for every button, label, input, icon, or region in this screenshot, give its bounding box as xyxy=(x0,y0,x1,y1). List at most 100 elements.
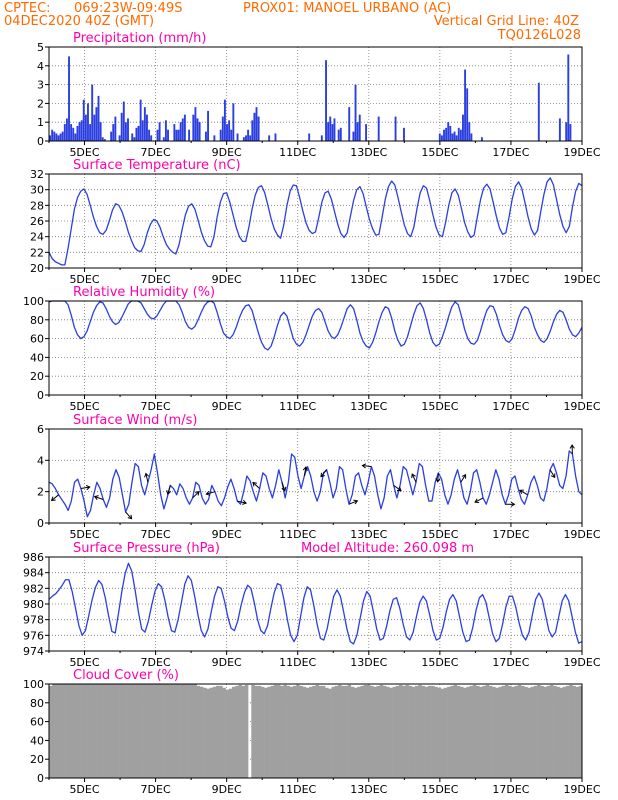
cloud-column xyxy=(517,684,522,778)
cloud-column xyxy=(520,685,525,778)
panel-title: Surface Pressure (hPa) xyxy=(73,541,220,556)
y-tick-label: 40 xyxy=(30,734,44,747)
cloud-column xyxy=(167,684,172,778)
cloud-column xyxy=(328,688,332,778)
panel-annotation: Model Altitude: 260.098 m xyxy=(301,541,474,556)
y-tick-label: 28 xyxy=(30,199,44,212)
cloud-column xyxy=(110,684,114,778)
wind-arrow xyxy=(569,444,575,455)
precip-bar xyxy=(453,131,456,141)
cloud-column xyxy=(71,684,75,778)
cloud-column xyxy=(553,685,557,778)
y-tick-label: 20 xyxy=(30,370,44,383)
y-tick-label: 986 xyxy=(23,551,44,564)
wind-arrow xyxy=(320,469,328,478)
precip-bar xyxy=(480,137,483,141)
x-tick-label: 17DEC xyxy=(492,528,529,541)
y-tick-label: 80 xyxy=(30,697,44,710)
header-grid-note: Vertical Grid Line: 40Z xyxy=(434,14,579,29)
cloud-column xyxy=(193,684,197,778)
panel-title: Precipitation (mm/h) xyxy=(73,31,206,46)
cloud-column xyxy=(463,687,467,778)
precip-bar xyxy=(122,101,125,141)
cloud-column xyxy=(119,684,124,778)
y-tick-label: 984 xyxy=(23,567,44,580)
precip-bar xyxy=(194,107,197,141)
wind-arrow xyxy=(302,466,308,477)
cloud-column xyxy=(315,684,320,778)
x-tick-label: 13DEC xyxy=(350,273,387,286)
precip-bar xyxy=(331,124,334,141)
series-line xyxy=(48,177,583,266)
precip-bar xyxy=(207,110,210,141)
x-tick-label: 15DEC xyxy=(421,146,458,159)
cloud-column xyxy=(132,684,136,778)
precip-bar xyxy=(348,107,351,141)
y-tick-label: 982 xyxy=(23,582,44,595)
x-tick-label: 5DEC xyxy=(69,146,99,159)
precip-bar xyxy=(230,129,233,141)
cloud-column xyxy=(498,686,503,778)
precip-bar xyxy=(80,120,83,141)
x-tick-label: 15DEC xyxy=(421,273,458,286)
cloud-column xyxy=(113,684,117,778)
cloud-column xyxy=(431,685,435,778)
precip-bar xyxy=(181,118,184,141)
cloud-column xyxy=(142,684,146,778)
wind-arrow xyxy=(252,481,260,489)
precip-bar xyxy=(133,137,136,141)
cloud-column xyxy=(55,684,59,778)
cloud-column xyxy=(337,684,342,778)
cloud-column xyxy=(569,684,573,778)
precip-bar xyxy=(249,135,252,141)
cloud-column xyxy=(241,685,246,778)
y-tick-label: 20 xyxy=(30,262,44,275)
cloud-column xyxy=(276,684,281,778)
cloud-column xyxy=(126,684,130,778)
cloud-column xyxy=(562,686,567,778)
cloud-column xyxy=(325,687,329,778)
panel-frame xyxy=(48,683,583,779)
cloud-column xyxy=(376,685,381,778)
cloud-column xyxy=(504,684,509,778)
cloud-column xyxy=(264,687,268,778)
precip-bar xyxy=(55,133,58,141)
y-tick-label: 40 xyxy=(30,351,44,364)
precip-bar xyxy=(352,131,355,141)
x-tick-label: 7DEC xyxy=(141,783,171,796)
precip-bar xyxy=(135,127,138,141)
precip-bar xyxy=(188,129,191,141)
precip-bar xyxy=(68,56,70,141)
cloud-column xyxy=(537,684,541,778)
wind-arrow xyxy=(549,469,556,479)
cloud-column xyxy=(209,687,214,778)
x-tick-label: 17DEC xyxy=(492,273,529,286)
precip-bar xyxy=(51,129,54,141)
cloud-column xyxy=(434,686,438,778)
x-tick-label: 5DEC xyxy=(69,273,99,286)
cloud-column xyxy=(151,684,156,778)
cloud-column xyxy=(280,685,284,778)
cloud-column xyxy=(145,684,149,778)
panel-title: Cloud Cover (%) xyxy=(73,668,179,683)
precip-bar xyxy=(438,133,441,141)
y-tick-label: 6 xyxy=(37,423,44,436)
cloud-column xyxy=(293,685,297,778)
cloud-column xyxy=(183,684,188,778)
panel-1: 0 1 2 3 4 5 5DEC 7DEC 9DEC 11DEC 13DEC 15DEC 17DEC 19… xyxy=(37,31,601,159)
y-tick-label: 24 xyxy=(30,231,44,244)
precip-bar xyxy=(82,99,85,141)
precip-bar xyxy=(84,114,87,141)
cloud-column xyxy=(305,687,310,778)
precip-bar xyxy=(59,133,62,141)
cloud-column xyxy=(116,684,120,778)
cloud-column xyxy=(466,686,470,778)
cloud-column xyxy=(312,685,316,778)
wind-arrow xyxy=(474,497,484,503)
cloud-column xyxy=(273,684,278,778)
precip-bar xyxy=(565,122,568,141)
precip-bar xyxy=(63,124,66,141)
cloud-column xyxy=(77,684,82,778)
precip-bar xyxy=(137,125,140,141)
panel-frame xyxy=(48,428,583,524)
